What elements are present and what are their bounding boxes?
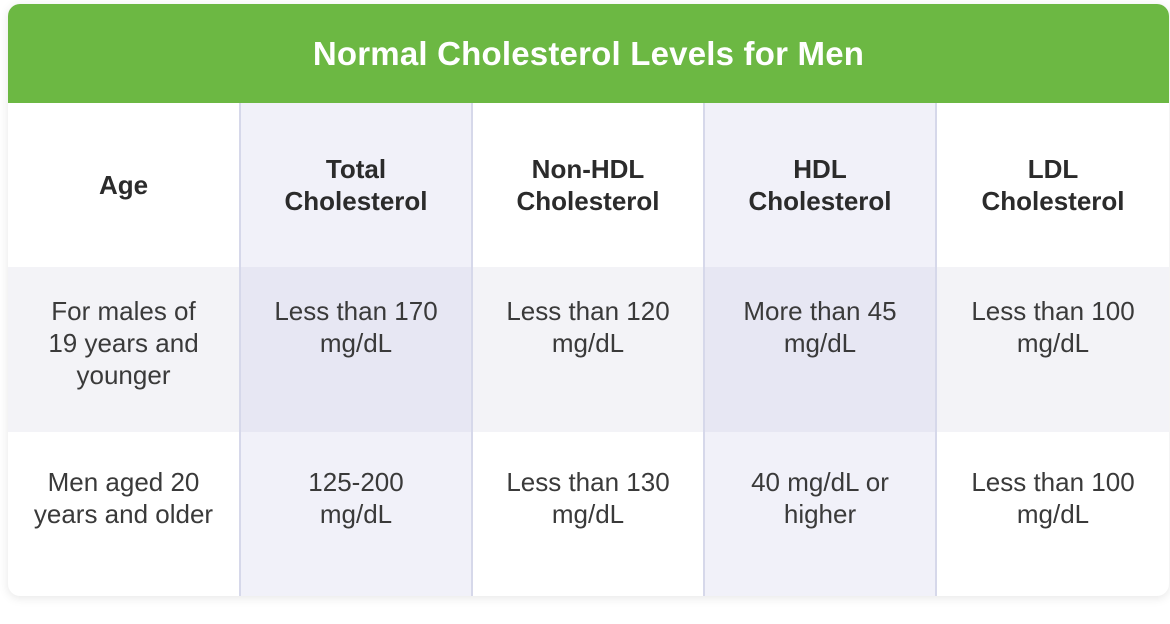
cholesterol-table: Age Total Cholesterol Non-HDL Cholestero… (8, 103, 1169, 596)
header-total-cholesterol: Total Cholesterol (239, 103, 473, 267)
cell-total-cholesterol-text: 125-200 mg/dL (308, 467, 404, 529)
cell-hdl-cholesterol-text: 40 mg/dL or higher (751, 467, 889, 529)
header-total-cholesterol-label: Total Cholesterol (284, 154, 428, 216)
cell-non-hdl-cholesterol-text: Less than 120 mg/dL (506, 296, 670, 358)
cell-ldl-cholesterol-text: Less than 100 mg/dL (971, 467, 1135, 529)
cell-total-cholesterol: Less than 170 mg/dL (239, 267, 473, 432)
cell-age: Men aged 20 years and older (8, 432, 240, 596)
cholesterol-table-card: Normal Cholesterol Levels for Men Age To… (8, 4, 1169, 596)
table-title: Normal Cholesterol Levels for Men (8, 4, 1169, 103)
header-age: Age (98, 170, 149, 200)
header-non-hdl-cholesterol-label: Non-HDL Cholesterol (516, 154, 660, 216)
cell-non-hdl-cholesterol-text: Less than 130 mg/dL (506, 467, 670, 529)
cell-hdl-cholesterol: 40 mg/dL or higher (703, 432, 937, 596)
cell-hdl-cholesterol: More than 45 mg/dL (703, 267, 937, 432)
table-row: Men aged 20 years and older 125-200 mg/d… (8, 432, 1169, 596)
cell-non-hdl-cholesterol: Less than 120 mg/dL (472, 267, 704, 432)
cell-age-text: For males of 19 years and younger (48, 296, 199, 390)
cell-total-cholesterol: 125-200 mg/dL (239, 432, 473, 596)
cell-total-cholesterol-text: Less than 170 mg/dL (274, 296, 438, 358)
header-hdl-cholesterol-label: HDL Cholesterol (748, 154, 892, 216)
cell-non-hdl-cholesterol: Less than 130 mg/dL (472, 432, 704, 596)
header-ldl-cholesterol: LDL Cholesterol (936, 103, 1169, 267)
cell-age-text: Men aged 20 years and older (33, 467, 214, 529)
cell-ldl-cholesterol-text: Less than 100 mg/dL (971, 296, 1135, 358)
table-row: For males of 19 years and younger Less t… (8, 267, 1169, 432)
cell-ldl-cholesterol: Less than 100 mg/dL (936, 432, 1169, 596)
cell-ldl-cholesterol: Less than 100 mg/dL (936, 267, 1169, 432)
header-row: Age Total Cholesterol Non-HDL Cholestero… (8, 103, 1169, 267)
header-ldl-cholesterol-label: LDL Cholesterol (981, 154, 1125, 216)
cell-age: For males of 19 years and younger (8, 267, 240, 432)
cell-hdl-cholesterol-text: More than 45 mg/dL (743, 296, 897, 358)
header-non-hdl-cholesterol: Non-HDL Cholesterol (472, 103, 704, 267)
header-hdl-cholesterol: HDL Cholesterol (703, 103, 937, 267)
